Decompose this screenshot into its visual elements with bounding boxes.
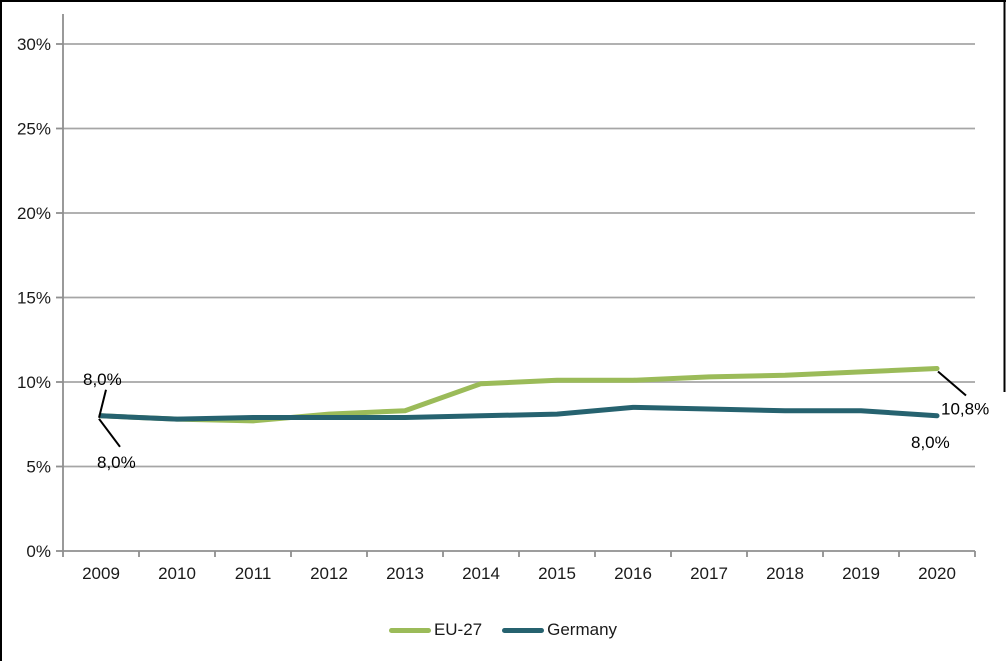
x-axis-label: 2020 (918, 564, 956, 583)
series-line-eu-27 (98, 365, 940, 424)
legend-label-germany: Germany (547, 620, 618, 639)
y-axis-label: 15% (17, 289, 51, 308)
x-axis-label: 2017 (690, 564, 728, 583)
y-axis-label: 30% (17, 35, 51, 54)
annotation-label: 10,8% (941, 399, 989, 418)
x-axis-label: 2009 (82, 564, 120, 583)
y-axis-label: 10% (17, 373, 51, 392)
eu-27-line-marker-icon (388, 627, 431, 633)
x-axis-label: 2013 (386, 564, 424, 583)
annotation-leader-line (98, 418, 121, 448)
legend-label-eu-27: EU-27 (433, 620, 483, 639)
x-axis-label: 2015 (538, 564, 576, 583)
x-axis-label: 2010 (158, 564, 196, 583)
x-axis-label: 2014 (462, 564, 500, 583)
annotation-label: 8,0% (911, 433, 950, 452)
y-axis-label: 5% (26, 458, 51, 477)
legend-item-germany: Germany (502, 620, 617, 640)
x-axis-label: 2016 (614, 564, 652, 583)
germany-line-marker-icon (502, 627, 545, 633)
x-axis-label: 2012 (310, 564, 348, 583)
annotation-leader-line (98, 389, 107, 419)
x-axis-label: 2018 (766, 564, 804, 583)
x-axis-label: 2011 (235, 564, 272, 583)
annotation-label: 8,0% (97, 453, 136, 472)
series-line-germany (98, 404, 940, 422)
y-axis-label: 20% (17, 204, 51, 223)
y-axis-label: 0% (26, 542, 51, 561)
legend: EU-27 Germany (0, 620, 1006, 640)
annotation-leader-line (937, 370, 967, 397)
legend-item-eu-27: EU-27 (388, 620, 483, 640)
x-axis-label: 2019 (842, 564, 880, 583)
y-axis-label: 25% (17, 120, 51, 139)
annotation-label: 8,0% (83, 370, 122, 389)
